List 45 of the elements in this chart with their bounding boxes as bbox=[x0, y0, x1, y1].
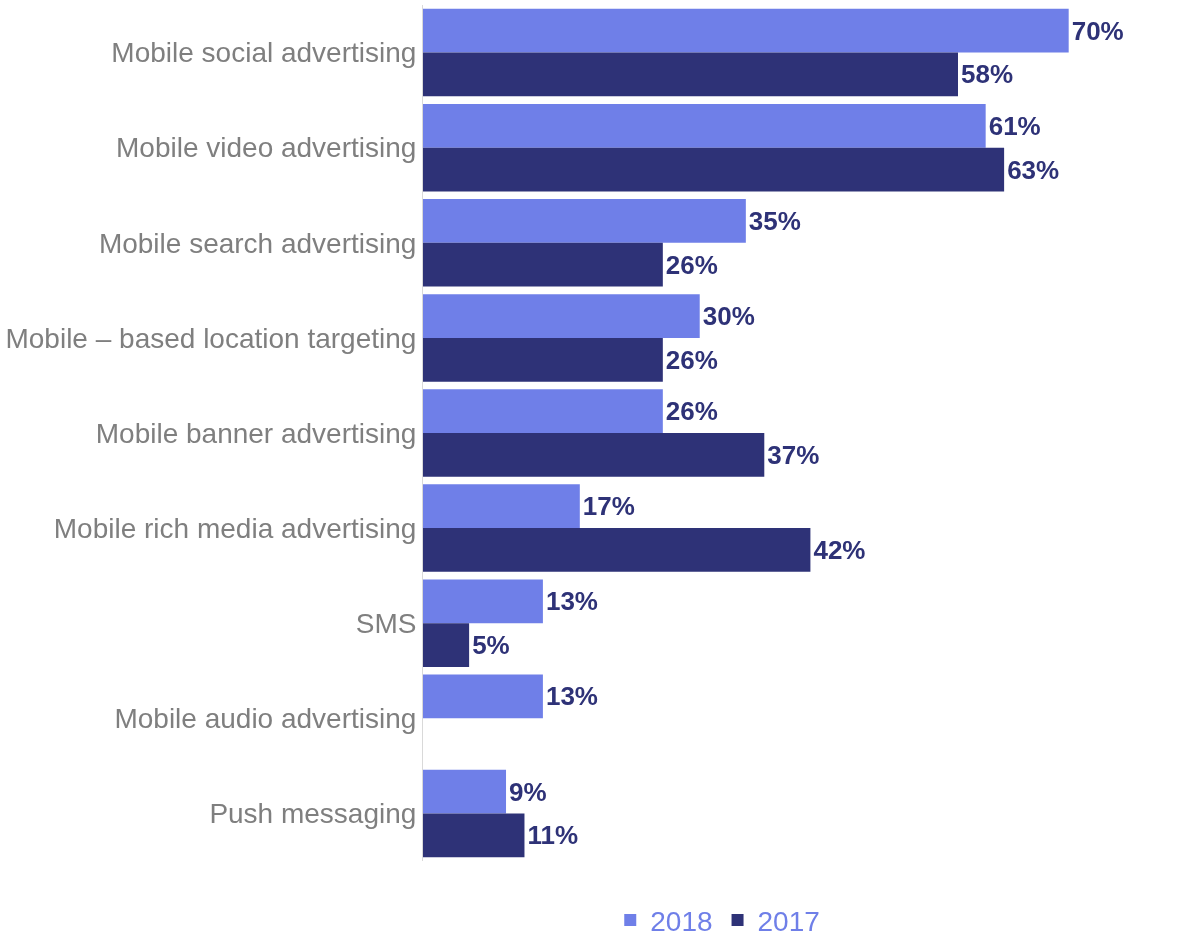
y-tick-label: Mobile video advertising bbox=[116, 132, 417, 164]
bar bbox=[423, 484, 580, 529]
y-tick-label: Mobile – based location targeting bbox=[5, 322, 417, 354]
data-label: 70% bbox=[1071, 15, 1124, 46]
bar bbox=[423, 674, 543, 719]
bar bbox=[423, 623, 470, 667]
data-label: 17% bbox=[582, 491, 635, 522]
data-label: 26% bbox=[665, 344, 718, 375]
y-tick-label: Mobile rich media advertising bbox=[53, 512, 417, 544]
y-tick-label: Mobile search advertising bbox=[98, 227, 417, 259]
y-tick-label: Mobile banner advertising bbox=[95, 417, 417, 449]
y-tick-label: Mobile social advertising bbox=[111, 37, 417, 69]
data-label: 37% bbox=[767, 439, 820, 470]
bar bbox=[423, 294, 700, 338]
bar bbox=[423, 242, 663, 287]
bar bbox=[423, 389, 663, 433]
bar bbox=[423, 52, 958, 97]
data-label: 61% bbox=[988, 110, 1041, 141]
y-tick-label: Push messaging bbox=[209, 798, 417, 830]
bar bbox=[423, 579, 543, 624]
bar bbox=[423, 8, 1069, 53]
data-label: 9% bbox=[509, 776, 547, 807]
data-label: 58% bbox=[961, 59, 1014, 90]
bar bbox=[423, 103, 986, 148]
bar bbox=[423, 433, 765, 477]
bar bbox=[423, 337, 663, 382]
legend-label: 2018 bbox=[650, 905, 713, 937]
data-label: 13% bbox=[545, 681, 598, 712]
y-tick-label: Mobile audio advertising bbox=[114, 703, 417, 735]
data-label: 13% bbox=[545, 586, 598, 617]
data-label: 35% bbox=[748, 205, 801, 236]
data-label: 42% bbox=[813, 534, 866, 565]
legend-label: 2017 bbox=[757, 905, 820, 937]
data-label: 5% bbox=[472, 630, 510, 661]
data-label: 30% bbox=[702, 301, 755, 332]
data-label: 63% bbox=[1007, 154, 1060, 185]
bar bbox=[423, 769, 507, 814]
y-tick-label: SMS bbox=[355, 608, 417, 640]
data-label: 11% bbox=[527, 820, 579, 851]
data-label: 26% bbox=[665, 396, 718, 427]
bar bbox=[423, 813, 525, 858]
data-label: 26% bbox=[665, 249, 718, 280]
bar bbox=[423, 528, 811, 572]
bar bbox=[423, 199, 746, 243]
bar bbox=[423, 147, 1005, 192]
